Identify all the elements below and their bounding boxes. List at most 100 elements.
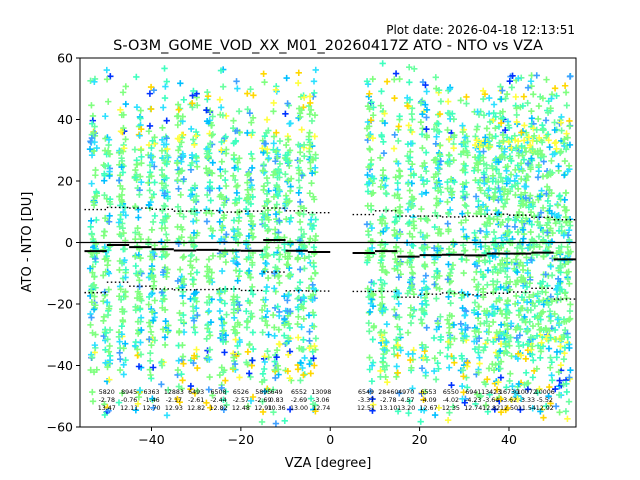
data-point <box>272 158 279 165</box>
data-point <box>93 192 101 200</box>
data-point <box>546 383 553 391</box>
data-point <box>422 272 430 279</box>
data-point <box>511 388 518 396</box>
data-point <box>480 347 487 354</box>
data-point <box>424 244 431 251</box>
data-point <box>284 261 292 269</box>
data-point <box>245 254 252 261</box>
data-point <box>483 222 490 230</box>
data-point <box>91 78 98 85</box>
data-point <box>553 297 560 304</box>
data-point <box>513 292 520 300</box>
data-point <box>422 101 429 108</box>
data-point <box>164 152 171 159</box>
data-point <box>534 115 542 123</box>
data-point <box>91 123 98 130</box>
data-point <box>271 285 278 292</box>
data-point <box>132 203 139 210</box>
data-point <box>270 171 277 179</box>
data-point <box>194 102 201 109</box>
data-point <box>193 217 200 224</box>
data-point <box>205 293 213 301</box>
data-point <box>542 326 550 333</box>
data-point <box>423 167 430 175</box>
data-point <box>535 102 543 110</box>
data-point <box>161 334 169 341</box>
data-point <box>553 348 561 356</box>
data-point <box>244 348 252 356</box>
data-point <box>263 283 271 291</box>
data-point <box>150 191 157 198</box>
data-point <box>305 253 313 260</box>
data-point <box>566 374 573 381</box>
data-point <box>503 260 511 268</box>
data-point <box>176 266 184 273</box>
data-point <box>543 183 551 190</box>
data-point <box>247 373 254 381</box>
data-point <box>557 119 565 126</box>
data-point <box>529 322 537 330</box>
data-point <box>296 157 304 164</box>
data-point <box>547 312 554 320</box>
data-point <box>102 113 109 120</box>
data-point <box>369 395 376 403</box>
data-point <box>495 170 503 177</box>
data-point <box>476 184 484 192</box>
data-point <box>131 146 139 153</box>
data-point <box>423 134 431 141</box>
data-point <box>190 229 198 236</box>
data-point <box>566 280 573 287</box>
data-point <box>565 250 573 257</box>
data-point <box>378 220 386 227</box>
data-point <box>370 175 378 182</box>
data-point <box>136 306 144 313</box>
data-point <box>148 272 155 280</box>
data-point <box>307 159 314 166</box>
data-point <box>102 359 109 367</box>
data-point <box>548 359 555 366</box>
data-point <box>295 105 303 112</box>
data-point <box>115 399 123 406</box>
data-point <box>284 100 291 107</box>
data-point <box>271 358 278 365</box>
stat-count: 6550 <box>443 389 459 396</box>
data-point <box>500 137 507 144</box>
data-point <box>284 297 291 304</box>
data-point <box>406 397 413 405</box>
data-point <box>394 408 402 415</box>
data-point <box>118 196 125 204</box>
data-point <box>470 307 478 314</box>
data-point <box>92 166 99 174</box>
data-point <box>311 270 319 277</box>
data-point <box>243 195 251 203</box>
data-point <box>221 349 228 356</box>
data-point <box>370 324 377 331</box>
data-point <box>463 179 470 186</box>
data-point <box>137 173 144 180</box>
data-point <box>493 166 500 173</box>
data-point <box>484 376 491 383</box>
data-point <box>297 377 304 384</box>
data-point <box>145 301 152 308</box>
data-point <box>300 205 308 212</box>
stat-count: 5895 <box>255 389 271 396</box>
data-point <box>117 286 124 293</box>
data-point <box>264 227 271 235</box>
data-point <box>530 125 537 132</box>
data-point <box>432 140 440 147</box>
data-point <box>363 259 371 266</box>
data-point <box>272 264 279 271</box>
data-point <box>101 256 109 263</box>
data-point <box>282 170 289 178</box>
data-point <box>264 146 271 153</box>
data-point <box>164 266 171 273</box>
data-point <box>87 310 94 318</box>
stat-mean: -4.02 <box>443 397 459 404</box>
data-point <box>102 329 110 337</box>
data-point <box>234 239 242 247</box>
data-point <box>502 280 510 287</box>
data-point <box>294 255 301 262</box>
data-point <box>368 362 376 369</box>
data-point <box>486 391 493 398</box>
